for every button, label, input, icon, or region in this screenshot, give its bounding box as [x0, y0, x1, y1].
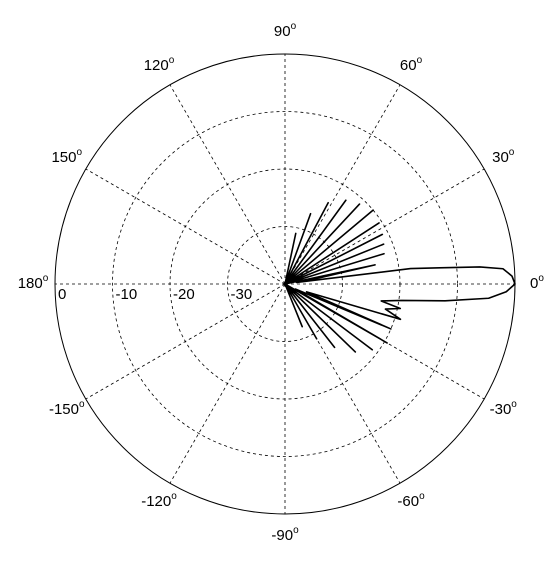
theta-tick-label: -150o: [49, 399, 85, 418]
grid-circle: [112, 111, 458, 457]
theta-tick-label: -90o: [271, 525, 299, 544]
pattern-line: [284, 199, 516, 353]
theta-tick-label: 180o: [18, 273, 49, 292]
spoke: [169, 84, 286, 285]
degree-mark: o: [76, 147, 82, 158]
theta-tick-label: 60o: [400, 54, 423, 73]
theta-tick-label: -120o: [141, 491, 177, 510]
spoke: [284, 168, 485, 285]
degree-mark: o: [293, 525, 299, 536]
degree-mark: o: [43, 273, 49, 284]
degree-mark: o: [511, 399, 517, 410]
r-tick-label: -10: [116, 286, 138, 303]
theta-tick-value: -120: [141, 493, 171, 510]
theta-tick-label: -60o: [397, 491, 425, 510]
theta-tick-value: 60: [400, 57, 417, 74]
theta-tick-value: 0: [530, 275, 538, 292]
r-tick-label: -20: [173, 286, 195, 303]
theta-tick-label: 150o: [51, 147, 82, 166]
theta-tick-label: 0o: [530, 273, 544, 292]
theta-tick-value: -30: [490, 401, 512, 418]
spoke: [85, 283, 286, 400]
degree-mark: o: [171, 491, 177, 502]
r-tick-label: 0: [58, 286, 66, 303]
grid-circle: [227, 226, 343, 342]
degree-mark: o: [291, 21, 297, 32]
theta-tick-label: 120o: [144, 54, 175, 73]
theta-tick-value: 30: [492, 149, 509, 166]
theta-tick-value: -150: [49, 401, 79, 418]
theta-tick-value: -60: [397, 493, 419, 510]
spoke: [85, 168, 286, 285]
r-tick-label: -30: [231, 286, 253, 303]
theta-tick-value: -90: [271, 527, 293, 544]
theta-tick-value: 120: [144, 57, 169, 74]
degree-mark: o: [79, 399, 85, 410]
degree-mark: o: [538, 273, 544, 284]
spoke: [284, 84, 401, 285]
theta-tick-label: 90o: [274, 21, 297, 40]
degree-mark: o: [419, 491, 425, 502]
theta-tick-value: 180: [18, 275, 43, 292]
degree-mark: o: [417, 54, 423, 65]
degree-mark: o: [169, 54, 175, 65]
theta-tick-value: 90: [274, 23, 291, 40]
theta-tick-label: 30o: [492, 147, 515, 166]
spoke: [169, 283, 286, 484]
theta-tick-value: 150: [51, 149, 76, 166]
theta-tick-label: -30o: [490, 399, 518, 418]
degree-mark: o: [509, 147, 515, 158]
